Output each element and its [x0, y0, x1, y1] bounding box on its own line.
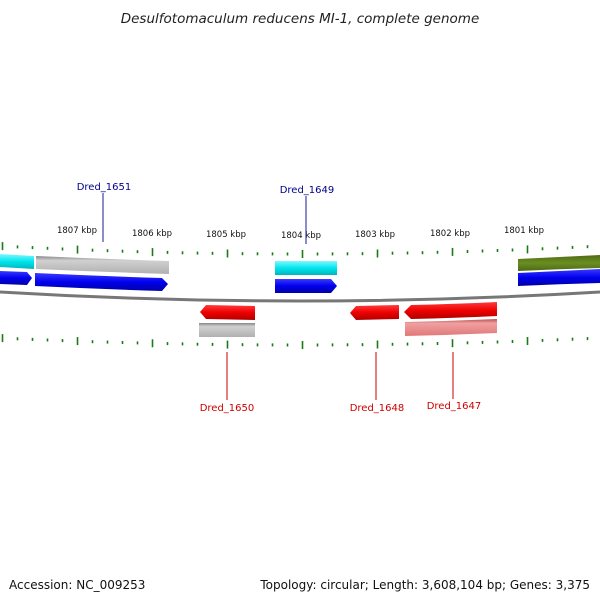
inner-tick-marks — [1, 334, 589, 349]
gene-feature-dred-1651 — [36, 256, 169, 274]
genome-stats-label: Topology: circular; Length: 3,608,104 bp… — [260, 578, 590, 592]
gene-feature-dred-1647 — [405, 319, 497, 336]
cds-feature-dred-1650 — [200, 305, 255, 320]
gene-label-dred-1651: Dred_1651 — [77, 182, 132, 193]
gene-feature-right-olive — [518, 255, 600, 271]
gene-feature-left-cyan — [0, 254, 34, 269]
tick-label-1806: 1806 kbp — [132, 229, 172, 239]
tick-label-1803: 1803 kbp — [355, 230, 395, 240]
cds-feature-dred-1647 — [404, 302, 497, 319]
cds-feature-dred-1651 — [35, 273, 168, 291]
gene-label-dred-1647: Dred_1647 — [427, 401, 482, 412]
accession-label: Accession: NC_009253 — [9, 578, 146, 592]
cds-feature-dred-1648 — [350, 305, 399, 320]
genome-backbone — [0, 290, 600, 303]
tick-label-1807: 1807 kbp — [57, 226, 97, 236]
gene-label-dred-1648: Dred_1648 — [350, 403, 405, 414]
map-title: Desulfotomaculum reducens MI-1, complete… — [121, 11, 480, 27]
gene-feature-dred-1649 — [275, 261, 337, 275]
tick-label-1804: 1804 kbp — [281, 231, 321, 241]
outer-tick-marks — [1, 242, 589, 258]
tick-label-1805: 1805 kbp — [206, 230, 246, 240]
gene-feature-dred-1650 — [199, 323, 255, 337]
tick-label-1802: 1802 kbp — [430, 229, 470, 239]
gene-label-dred-1649: Dred_1649 — [280, 185, 335, 196]
cds-feature-right — [518, 269, 600, 286]
gene-label-dred-1650: Dred_1650 — [200, 403, 255, 414]
cds-feature-left — [0, 271, 32, 285]
tick-label-1801: 1801 kbp — [504, 226, 544, 236]
cds-feature-dred-1649 — [275, 279, 337, 293]
